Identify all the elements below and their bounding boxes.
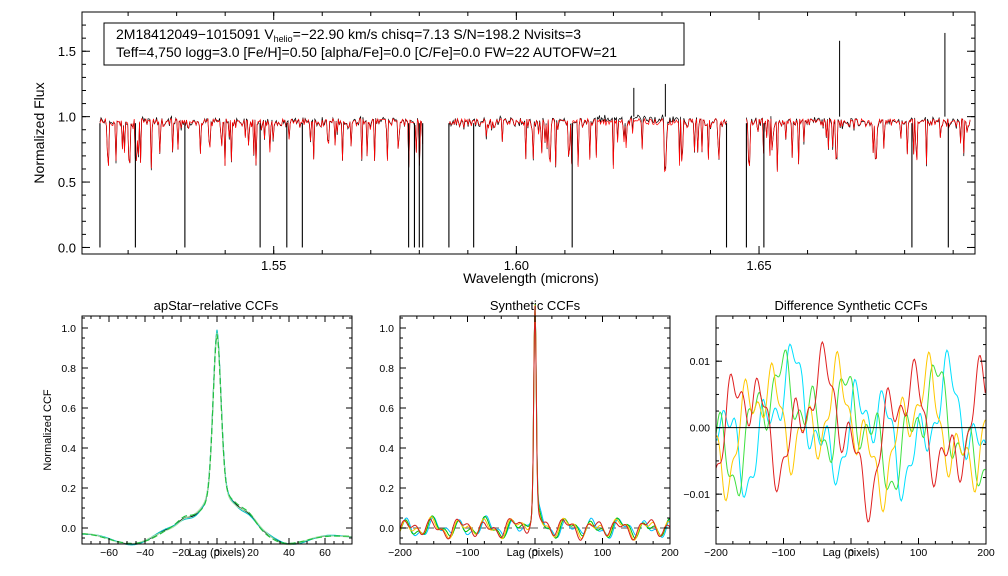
- y-tick-label: 0.2: [61, 483, 76, 495]
- x-tick-label: 1.65: [746, 258, 771, 273]
- x-tick-label: 60: [319, 547, 331, 559]
- y-tick-label: 0.8: [379, 363, 394, 375]
- x-tick-label: 1.55: [261, 258, 286, 273]
- spectrum-model-chip-3: [746, 117, 971, 172]
- apstar-ccf-ticks: [81, 316, 353, 544]
- y-tick-label: −0.01: [683, 489, 710, 501]
- synthetic-ccf-tick-labels: −200 −100 0 100 200 0.0 0.2 0.4 0.6 0.8 1.0: [379, 323, 679, 559]
- vhelio-subscript: helio: [274, 34, 293, 44]
- synthetic-ccf-ticks: [399, 316, 671, 544]
- difference-ccf-line: [715, 350, 986, 513]
- x-tick-label: −100: [456, 547, 480, 559]
- difference-ccf-title: Difference Synthetic CCFs: [775, 298, 928, 313]
- info-line-2: Teff=4,750 logg=3.0 [Fe/H]=0.50 [alpha/F…: [116, 44, 617, 60]
- x-tick-label: 20: [247, 547, 259, 559]
- x-tick-label: −200: [388, 547, 412, 559]
- difference-ccf-panel: Difference Synthetic CCFs −200 −100 0 100 20…: [683, 298, 994, 559]
- synthetic-ccf-panel: Synthetic CCFs −200 −100 0 100 2000.00.20.40…: [379, 298, 679, 559]
- x-tick-label: 200: [977, 547, 995, 559]
- x-tick-label: −200: [704, 547, 728, 559]
- y-tick-label: 0.8: [61, 363, 76, 375]
- x-tick-label: 200: [661, 547, 679, 559]
- apstar-ccf-panel: apStar−relative CCFs −60 −40 −20 0 20 40 60 0.0…: [42, 298, 353, 559]
- spectrum-ticks: [82, 12, 975, 254]
- apstar-ccf-ylabel: Normalized CCF: [42, 389, 54, 471]
- y-tick-label: 0.0: [379, 523, 394, 535]
- y-tick-label: 0.4: [61, 443, 76, 455]
- spectrum-tick-labels: 1.55 1.60 1.65 0.0 0.5 1.0 1.5: [58, 44, 772, 273]
- spectrum-xlabel: Wavelength (microns): [463, 270, 599, 286]
- apstar-ccf-xlabel: Lag (pixels): [189, 547, 246, 559]
- spectrum-panel: 1.55 1.60 1.65 0.0 0.5 1.0 1.5 2M18412049−1015…: [31, 11, 976, 286]
- spectrum-model-chip-2: [448, 117, 727, 173]
- x-tick-label: 0: [848, 547, 854, 559]
- x-tick-label: 100: [910, 547, 928, 559]
- info-stats: =−22.90 km/s chisq=7.13 S/N=198.2 Nvisit…: [293, 26, 582, 42]
- y-tick-label: 0.2: [379, 483, 394, 495]
- y-tick-label: 0.01: [690, 356, 711, 368]
- y-tick-label: 0.6: [379, 403, 394, 415]
- y-tick-label: 1.0: [61, 323, 76, 335]
- x-tick-label: −100: [772, 547, 796, 559]
- x-tick-label: 100: [594, 547, 612, 559]
- difference-ccf-xlabel: Lag (pixels): [823, 547, 880, 559]
- spectrum-series: [99, 32, 971, 248]
- vhelio-symbol: V: [264, 26, 274, 42]
- y-tick-label: 1.0: [379, 323, 394, 335]
- difference-ccf-series: [715, 340, 986, 523]
- apstar-ccf-title: apStar−relative CCFs: [154, 298, 279, 313]
- synthetic-ccf-xlabel: Lag (pixels): [507, 547, 564, 559]
- spectrum-ylabel: Normalized Flux: [31, 82, 47, 183]
- difference-ccf-ticks: [715, 316, 987, 545]
- synthetic-ccf-line: [399, 306, 671, 541]
- star-id: 2M18412049−1015091: [116, 26, 261, 42]
- y-tick-label: 0.6: [61, 403, 76, 415]
- y-tick-label: 0.0: [58, 240, 76, 255]
- x-tick-label: 40: [283, 547, 295, 559]
- y-tick-label: 1.5: [58, 44, 76, 59]
- difference-ccf-tick-labels: −200 −100 0 100 200 −0.01 0.00 0.01: [683, 356, 994, 559]
- y-tick-label: 0.5: [58, 175, 76, 190]
- x-tick-label: −20: [172, 547, 190, 559]
- y-tick-label: 0.00: [690, 423, 711, 435]
- x-tick-label: 0: [532, 547, 538, 559]
- info-box-frame: [103, 22, 685, 66]
- apstar-ccf-tick-labels: −60 −40 −20 0 20 40 60 0.0 0.2 0.4 0.6 0.8 1.0: [61, 323, 331, 559]
- y-tick-label: 0.4: [379, 443, 394, 455]
- x-tick-label: 1.60: [504, 258, 529, 273]
- x-tick-label: −40: [136, 547, 154, 559]
- y-tick-label: 1.0: [58, 110, 76, 125]
- spectrum-info-box: 2M18412049−1015091 Vhelio=−22.90 km/s ch…: [103, 22, 685, 66]
- info-line-1: 2M18412049−1015091 Vhelio=−22.90 km/s ch…: [116, 26, 581, 44]
- difference-ccf-line: [715, 340, 986, 523]
- spectrum-frame: [81, 11, 976, 255]
- synthetic-ccf-series: [399, 304, 671, 541]
- x-tick-label: 0: [214, 547, 220, 559]
- spectrum-model-chip-1: [99, 117, 424, 169]
- y-tick-label: 0.0: [61, 523, 76, 535]
- x-tick-label: −60: [100, 547, 118, 559]
